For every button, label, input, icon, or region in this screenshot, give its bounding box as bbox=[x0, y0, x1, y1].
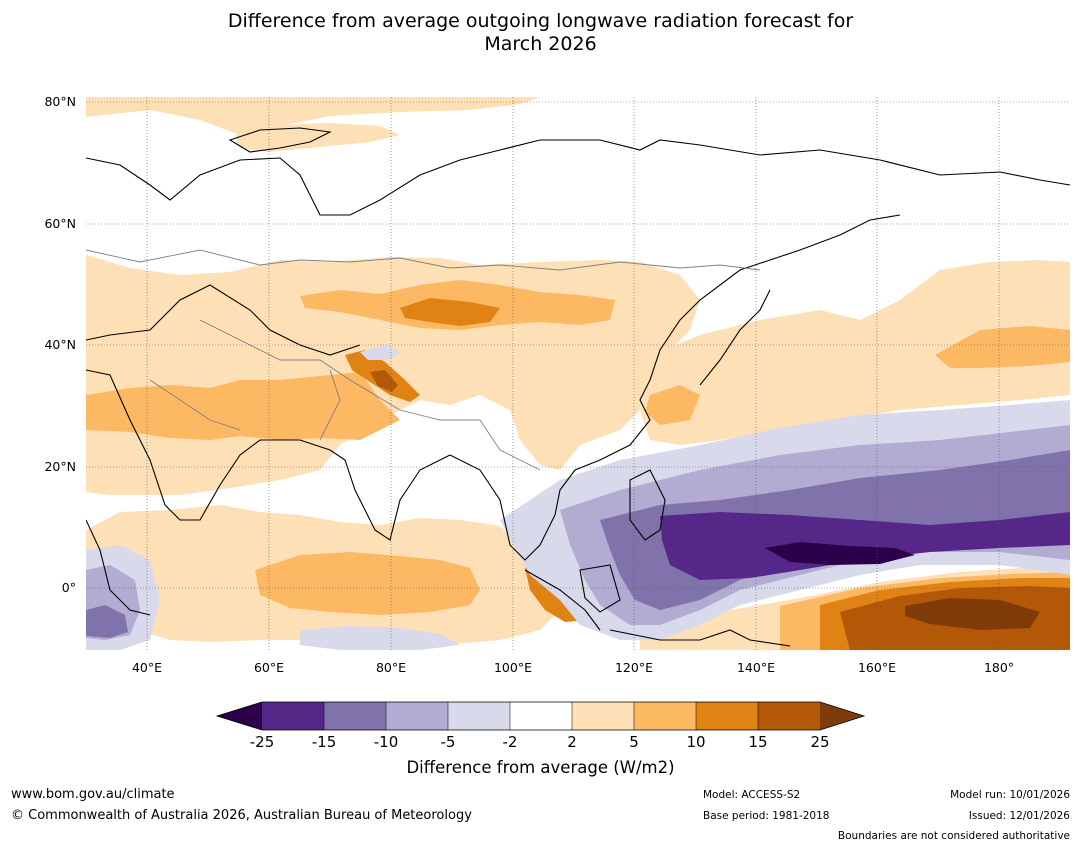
anomaly-region bbox=[935, 326, 1070, 368]
colorbar-tick: 15 bbox=[748, 733, 768, 751]
model-run-text: Model run: 10/01/2026 bbox=[950, 789, 1070, 801]
lat-label-0: 0° bbox=[61, 580, 76, 595]
colorbar-segment bbox=[386, 702, 448, 730]
lon-label-180: 180° bbox=[983, 660, 1015, 675]
title-line-1: Difference from average outgoing longwav… bbox=[227, 10, 854, 32]
colorbar-tick: 10 bbox=[686, 733, 706, 751]
base-period-text: Base period: 1981-2018 bbox=[703, 810, 830, 822]
colorbar-tick: 2 bbox=[567, 733, 577, 751]
colorbar-tick: -25 bbox=[249, 733, 275, 751]
anomaly-region bbox=[86, 605, 128, 638]
colorbar-title: Difference from average (W/m2) bbox=[406, 758, 675, 777]
colorbar-tick: -10 bbox=[373, 733, 399, 751]
colorbar-tick: -5 bbox=[440, 733, 456, 751]
anomaly-region bbox=[645, 385, 700, 425]
colorbar-segment bbox=[217, 702, 262, 730]
anomaly-region bbox=[360, 345, 400, 360]
anomaly-region bbox=[905, 598, 1040, 630]
colorbar-tick: 25 bbox=[810, 733, 830, 751]
lat-label-40n: 40°N bbox=[44, 337, 76, 352]
colorbar-segment bbox=[820, 702, 864, 730]
colorbar bbox=[215, 701, 866, 731]
lon-label-160e: 160°E bbox=[857, 660, 896, 675]
anomaly-region bbox=[640, 260, 1070, 445]
lat-label-20n: 20°N bbox=[44, 459, 76, 474]
anomaly-region bbox=[300, 626, 460, 650]
disclaimer-text: Boundaries are not considered authoritat… bbox=[837, 830, 1070, 842]
country-borders bbox=[86, 249, 761, 471]
lon-label-60e: 60°E bbox=[253, 660, 285, 675]
lon-label-40e: 40°E bbox=[131, 660, 163, 675]
colorbar-segment bbox=[510, 702, 572, 730]
lon-label-100e: 100°E bbox=[493, 660, 532, 675]
colorbar-tick: 5 bbox=[629, 733, 639, 751]
colorbar-segment bbox=[324, 702, 386, 730]
anomaly-region bbox=[370, 370, 398, 392]
colorbar-segment bbox=[448, 702, 510, 730]
colorbar-segment bbox=[634, 702, 696, 730]
anomaly-region bbox=[86, 372, 400, 440]
lon-label-80e: 80°E bbox=[375, 660, 407, 675]
coastlines bbox=[86, 127, 1070, 647]
colorbar-segment bbox=[572, 702, 634, 730]
anomaly-region bbox=[255, 552, 480, 615]
lon-label-120e: 120°E bbox=[614, 660, 653, 675]
colorbar-segment bbox=[262, 702, 324, 730]
chart-title: Difference from average outgoing longwav… bbox=[0, 10, 1081, 56]
colorbar-tick: -2 bbox=[502, 733, 518, 751]
model-text: Model: ACCESS-S2 bbox=[703, 789, 801, 801]
issued-text: Issued: 12/01/2026 bbox=[968, 810, 1070, 822]
anomaly-region bbox=[660, 512, 1070, 580]
colorbar-segment bbox=[758, 702, 820, 730]
anomaly-region bbox=[235, 123, 400, 152]
colorbar-tick: -15 bbox=[311, 733, 337, 751]
website-link[interactable]: www.bom.gov.au/climate bbox=[11, 787, 175, 802]
title-line-2: March 2026 bbox=[484, 33, 597, 55]
lon-label-140e: 140°E bbox=[736, 660, 775, 675]
anomaly-region bbox=[400, 298, 500, 326]
lat-label-60n: 60°N bbox=[44, 216, 76, 231]
colorbar-segment bbox=[696, 702, 758, 730]
lat-label-80n: 80°N bbox=[44, 94, 76, 109]
anomaly-region bbox=[86, 97, 540, 135]
anomaly-region bbox=[765, 542, 915, 565]
map-area bbox=[86, 97, 1070, 650]
gridlines bbox=[86, 97, 1070, 650]
copyright-text: © Commonwealth of Australia 2026, Austra… bbox=[11, 808, 472, 823]
